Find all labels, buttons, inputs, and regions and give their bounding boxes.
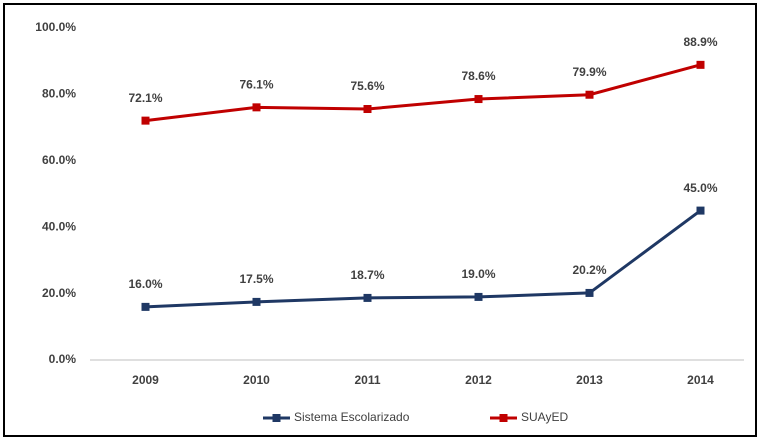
point-marker bbox=[585, 288, 594, 297]
data-label: 17.5% bbox=[239, 272, 273, 286]
point-marker bbox=[363, 105, 372, 114]
point-marker bbox=[696, 206, 705, 215]
point-marker bbox=[252, 297, 261, 306]
point-marker bbox=[141, 116, 150, 125]
x-tick-label: 2014 bbox=[687, 373, 714, 387]
data-label: 79.9% bbox=[572, 65, 606, 79]
y-tick-label: 80.0% bbox=[42, 87, 76, 101]
x-tick-label: 2012 bbox=[465, 373, 492, 387]
data-label: 20.2% bbox=[572, 263, 606, 277]
legend-marker bbox=[272, 414, 281, 422]
point-marker bbox=[141, 302, 150, 311]
data-label: 72.1% bbox=[128, 91, 162, 105]
legend-marker bbox=[499, 414, 508, 422]
data-label: 76.1% bbox=[239, 78, 273, 92]
legend-label: SUAyED bbox=[521, 410, 568, 424]
y-tick-label: 0.0% bbox=[49, 352, 77, 366]
x-tick-label: 2009 bbox=[132, 373, 159, 387]
y-tick-label: 40.0% bbox=[42, 219, 76, 233]
data-label: 78.6% bbox=[461, 69, 495, 83]
data-label: 88.9% bbox=[683, 35, 717, 49]
data-label: 16.0% bbox=[128, 277, 162, 291]
data-label: 19.0% bbox=[461, 267, 495, 281]
point-marker bbox=[696, 60, 705, 69]
series-line bbox=[145, 209, 702, 309]
data-label: 75.6% bbox=[350, 79, 384, 93]
point-marker bbox=[585, 90, 594, 99]
y-tick-label: 20.0% bbox=[42, 286, 76, 300]
point-marker bbox=[474, 95, 483, 104]
point-marker bbox=[474, 292, 483, 301]
data-label: 45.0% bbox=[683, 181, 717, 195]
x-tick-label: 2013 bbox=[576, 373, 603, 387]
data-label: 18.7% bbox=[350, 268, 384, 282]
chart-border bbox=[3, 3, 757, 437]
y-tick-label: 60.0% bbox=[42, 153, 76, 167]
x-tick-label: 2010 bbox=[243, 373, 270, 387]
series-line bbox=[145, 63, 701, 123]
point-marker bbox=[252, 103, 261, 112]
y-tick-label: 100.0% bbox=[35, 20, 76, 34]
point-marker bbox=[363, 293, 372, 302]
legend-label: Sistema Escolarizado bbox=[294, 410, 410, 424]
x-tick-label: 2011 bbox=[354, 373, 380, 387]
